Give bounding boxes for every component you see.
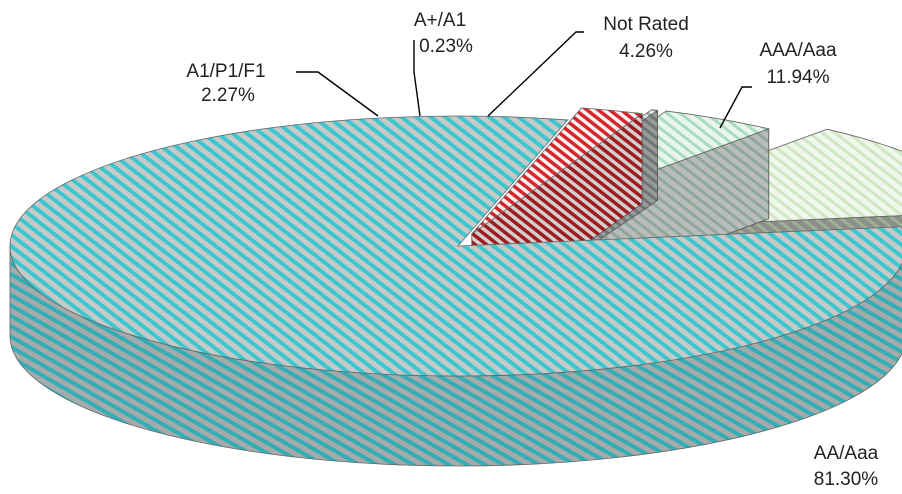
pie-slices [9, 107, 902, 467]
leader-line-not-rated [487, 31, 584, 117]
slice-aa-aaa [9, 115, 902, 467]
slice-label-not-rated-name: Not Rated [603, 14, 689, 35]
slice-label-aplus-name: A+/A1 [414, 10, 466, 31]
slice-label-a1p1f1-value: 2.27% [201, 85, 255, 106]
slice-label-aa-name: AA/Aaa [814, 443, 879, 464]
leader-line-aplus [413, 40, 421, 117]
slice-label-aaa-value: 11.94% [766, 67, 829, 88]
leader-line-a1p1f1 [296, 71, 379, 117]
slice-label-aplus-value: 0.23% [419, 36, 473, 57]
slice-label-aa-value: 81.30% [814, 469, 879, 490]
slice-label-a1p1f1-name: A1/P1/F1 [186, 61, 265, 82]
slice-label-aaa-name: AAA/Aaa [759, 40, 837, 61]
slice-top-a1-p1-f1 [471, 107, 644, 235]
leader-line-aaa [719, 86, 752, 129]
slice-top-aa-aaa [9, 115, 902, 377]
slice-label-not-rated-value: 4.26% [619, 41, 673, 62]
